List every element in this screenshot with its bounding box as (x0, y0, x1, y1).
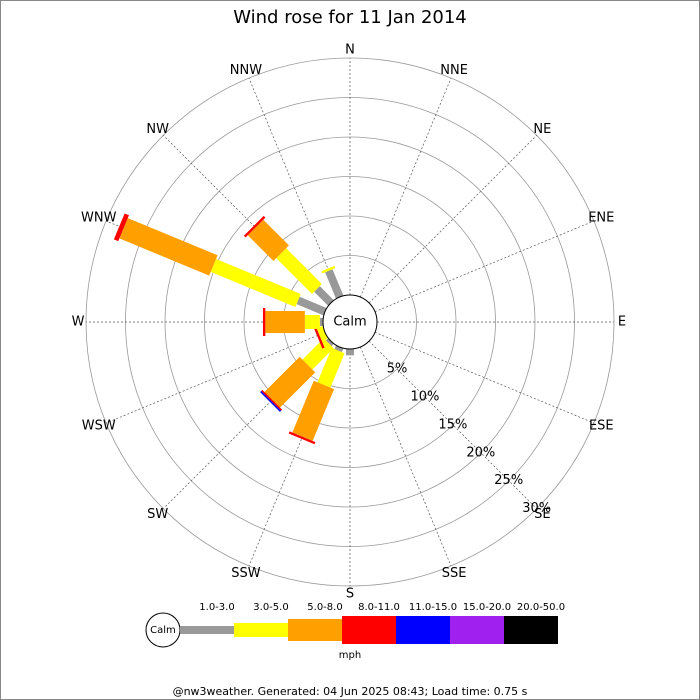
spoke (368, 135, 537, 304)
direction-label: NW (146, 122, 169, 137)
bar-segment (317, 347, 345, 388)
bar-segment (325, 338, 334, 347)
legend-swatch (180, 626, 234, 634)
bar-segment (243, 215, 266, 238)
spoke (163, 135, 332, 304)
spoke (248, 346, 340, 567)
direction-label: WNW (81, 210, 117, 225)
legend-swatch (396, 616, 450, 644)
bar-segment (346, 349, 354, 356)
legend-calm-label: Calm (150, 625, 176, 636)
legend-label: 1.0-3.0 (199, 602, 234, 613)
bar-segment (292, 380, 335, 441)
spoke (374, 332, 595, 424)
legend-label: 8.0-11.0 (358, 602, 400, 613)
spoke (360, 77, 452, 298)
bar-segment (304, 315, 320, 329)
legend-label: 5.0-8.0 (307, 602, 342, 613)
ring-label: 10% (411, 389, 440, 404)
direction-label: S (346, 587, 354, 602)
direction-label: E (618, 315, 626, 330)
direction-label: W (72, 315, 85, 330)
legend-label: 11.0-15.0 (409, 602, 457, 613)
direction-label: SW (147, 507, 168, 522)
direction-label: NNW (230, 63, 262, 78)
spoke (374, 220, 595, 312)
direction-label: NE (533, 122, 551, 137)
ring-label: 20% (466, 445, 495, 460)
legend-label: 20.0-50.0 (517, 602, 565, 613)
bar-segment (262, 308, 266, 336)
ring (243, 215, 457, 429)
direction-label: ESE (589, 419, 614, 434)
legend-label: 15.0-20.0 (463, 602, 511, 613)
legend-swatch (234, 623, 288, 637)
direction-label: NNE (440, 63, 468, 78)
legend-swatch (504, 616, 558, 644)
footer: @nw3weather. Generated: 04 Jun 2025 08:4… (173, 685, 528, 698)
bar-segment (316, 325, 328, 342)
ring (204, 176, 496, 468)
bar-segment (247, 219, 289, 261)
bar-segment (210, 258, 301, 307)
ring-label: 25% (494, 473, 523, 488)
bar-segment (296, 296, 327, 316)
bar-segment (264, 356, 316, 408)
spoke (248, 77, 340, 298)
bar-segment (288, 431, 316, 445)
legend-swatch (342, 616, 396, 644)
chart-title: Wind rose for 11 Jan 2014 (233, 7, 467, 28)
legend-swatch (450, 616, 504, 644)
bar-segment (113, 213, 129, 242)
bar-segment (314, 286, 334, 306)
bar-segment (302, 338, 334, 370)
direction-label: N (345, 43, 355, 58)
direction-label: SE (534, 507, 550, 522)
calm-label: Calm (333, 315, 366, 330)
direction-label: ENE (588, 210, 614, 225)
direction-label: WSW (82, 419, 116, 434)
legend-unit: mph (339, 650, 361, 661)
bar-segment (265, 311, 305, 333)
direction-label: SSE (442, 566, 467, 581)
calm-circle (322, 294, 378, 350)
spoke (368, 340, 537, 509)
ring-label: 5% (387, 362, 408, 377)
bar-segment (119, 218, 218, 276)
bar-segment (261, 389, 283, 411)
direction-label: SSW (231, 566, 261, 581)
spoke (105, 332, 326, 424)
ring-label: 30% (522, 501, 551, 516)
bar-segment (260, 390, 282, 412)
bar-segment (276, 248, 322, 294)
ring-label: 15% (438, 417, 467, 432)
bar-segment (325, 269, 344, 299)
spoke (163, 340, 332, 509)
bar-segment (321, 265, 336, 274)
bar-segment (334, 345, 344, 353)
spoke (360, 346, 452, 567)
legend-label: 3.0-5.0 (253, 602, 288, 613)
bar-segment (319, 318, 323, 326)
legend-swatch (288, 619, 342, 641)
